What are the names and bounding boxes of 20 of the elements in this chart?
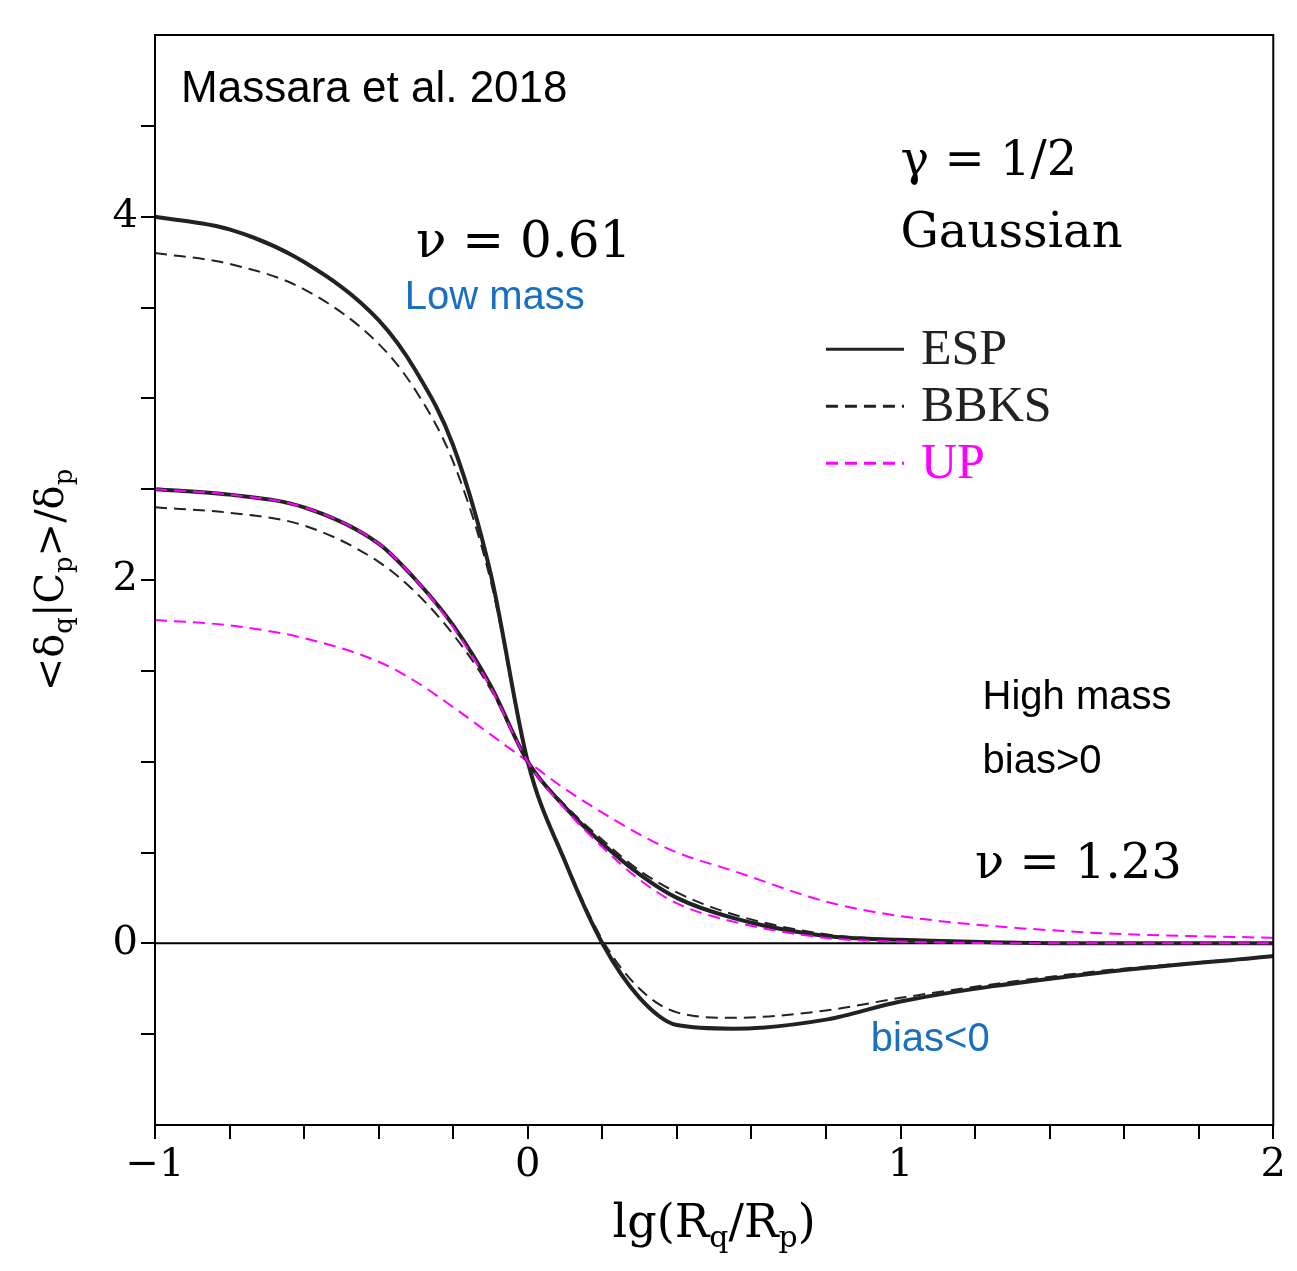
x-tick-label: −1 bbox=[125, 1139, 185, 1186]
y-tick-label: 0 bbox=[112, 916, 138, 963]
annotation: ν = 0.61 bbox=[415, 210, 632, 269]
x-tick-label: 1 bbox=[887, 1139, 914, 1186]
y-tick-label: 4 bbox=[112, 190, 138, 237]
annotation: High mass bbox=[982, 673, 1172, 718]
annotation: Massara et al. 2018 bbox=[181, 61, 568, 111]
annotation: γ = 1/2 bbox=[900, 129, 1078, 186]
x-tick-label: 2 bbox=[1260, 1139, 1286, 1186]
annotation: Gaussian bbox=[900, 202, 1123, 259]
legend-label: ESP bbox=[920, 319, 1008, 376]
y-axis-title: <δq|Cp>/δp bbox=[26, 468, 78, 692]
x-tick-label: 0 bbox=[515, 1139, 541, 1186]
annotation: bias<0 bbox=[870, 1014, 990, 1059]
legend-label: BBKS bbox=[920, 376, 1052, 433]
legend-label: UP bbox=[920, 433, 985, 490]
annotation: bias>0 bbox=[982, 736, 1102, 781]
annotation: Low mass bbox=[404, 273, 585, 318]
y-tick-label: 2 bbox=[112, 553, 138, 600]
annotation: ν = 1.23 bbox=[975, 832, 1182, 889]
